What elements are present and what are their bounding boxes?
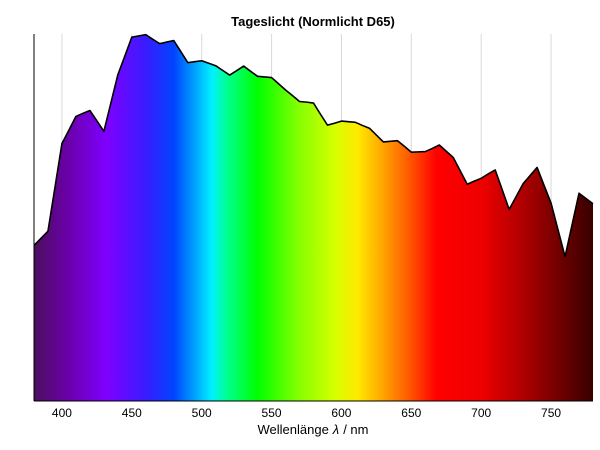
x-axis-label-symbol: λ: [332, 422, 339, 437]
x-tick-label-550: 550: [262, 406, 282, 420]
spectrum-curve: [33, 33, 594, 258]
x-tick-label-500: 500: [192, 406, 212, 420]
x-tick-label-650: 650: [401, 406, 421, 420]
spectrum-area: [34, 34, 593, 402]
x-tick-label-450: 450: [122, 406, 142, 420]
x-tick-label-600: 600: [331, 406, 351, 420]
x-axis-ticks: 400 450 500 550 600 650 700 750: [52, 406, 561, 420]
x-axis-label-text: Wellenlänge: [257, 422, 328, 437]
chart-title: Tageslicht (Normlicht D65): [231, 14, 395, 29]
x-axis-label-unit: / nm: [343, 422, 368, 437]
x-tick-label-750: 750: [541, 406, 561, 420]
x-tick-label-700: 700: [471, 406, 491, 420]
x-axis-label: Wellenlänge λ / nm: [257, 422, 368, 437]
x-tick-label-400: 400: [52, 406, 72, 420]
